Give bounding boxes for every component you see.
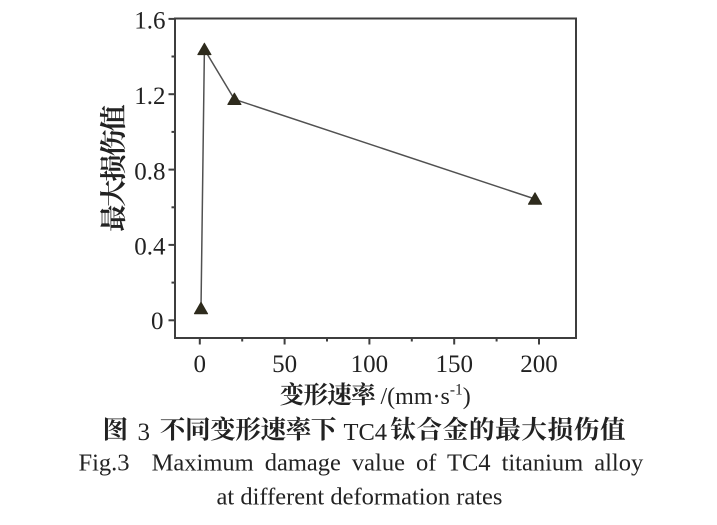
- svg-text:100: 100: [351, 351, 389, 378]
- svg-text:0: 0: [151, 308, 164, 335]
- svg-text:0.8: 0.8: [134, 158, 165, 185]
- svg-text:TC4: TC4: [344, 419, 388, 446]
- svg-text:0.4: 0.4: [134, 234, 166, 261]
- svg-text:3: 3: [137, 419, 150, 446]
- svg-text:50: 50: [272, 351, 297, 378]
- svg-text:at different deformation rates: at different deformation rates: [217, 484, 503, 511]
- svg-text:/(mm·s-1): /(mm·s-1): [381, 382, 471, 411]
- svg-text:1.6: 1.6: [134, 8, 165, 35]
- svg-text:1.2: 1.2: [134, 83, 165, 110]
- svg-text:200: 200: [520, 351, 558, 378]
- svg-text:0: 0: [194, 351, 207, 378]
- svg-text:150: 150: [435, 351, 473, 378]
- svg-text:Fig.3 Maximum damage value of: Fig.3 Maximum damage value of TC4 titani…: [79, 450, 644, 477]
